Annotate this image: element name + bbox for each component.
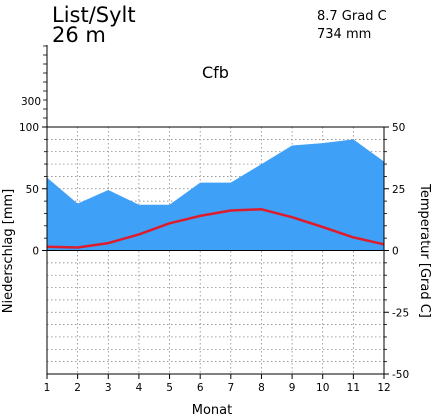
annual-precipitation: 734 mm (317, 27, 371, 42)
x-tick-label: 2 (74, 382, 81, 394)
x-tick-label: 7 (227, 382, 234, 394)
x-tick-label: 8 (258, 382, 265, 394)
temperature-line (46, 208, 385, 249)
x-tick-label: 9 (289, 382, 296, 394)
x-tick-label: 3 (105, 382, 112, 394)
y-left-tick-label: 0 (32, 246, 39, 258)
y-axis-left-title: Niederschlag [mm] (1, 189, 16, 314)
climate-class: Cfb (202, 63, 229, 82)
y-right-tick-label: -50 (392, 369, 409, 381)
x-tick-label: 5 (166, 382, 173, 394)
y-right-tick-label: 50 (392, 122, 405, 134)
y-right-tick-label: 0 (392, 246, 399, 258)
x-tick-label: 4 (136, 382, 143, 394)
y-right-tick-label: 25 (392, 184, 405, 196)
y-left-tick-label: 50 (26, 184, 39, 196)
x-tick-label: 10 (316, 382, 329, 394)
x-tick-label: 1 (44, 382, 51, 394)
station-name: List/Sylt (52, 3, 136, 27)
precipitation-area (47, 139, 384, 251)
y-right-tick-label: -25 (392, 307, 409, 319)
x-tick-label: 12 (377, 382, 390, 394)
precipitation-layer (47, 139, 384, 251)
x-axis-title: Monat (192, 403, 232, 418)
mean-temperature: 8.7 Grad C (317, 9, 387, 24)
x-tick-label: 11 (347, 382, 360, 394)
y-left-tick-label: 100 (19, 122, 39, 134)
x-tick-label: 6 (197, 382, 204, 394)
upper-axis-tick-label: 300 (21, 96, 41, 108)
upper-precipitation-axis: 300 (21, 45, 48, 127)
temperature-layer (46, 208, 385, 249)
y-axis-right-title: Temperatur [Grad C] (417, 183, 432, 318)
station-elevation: 26 m (52, 23, 106, 47)
